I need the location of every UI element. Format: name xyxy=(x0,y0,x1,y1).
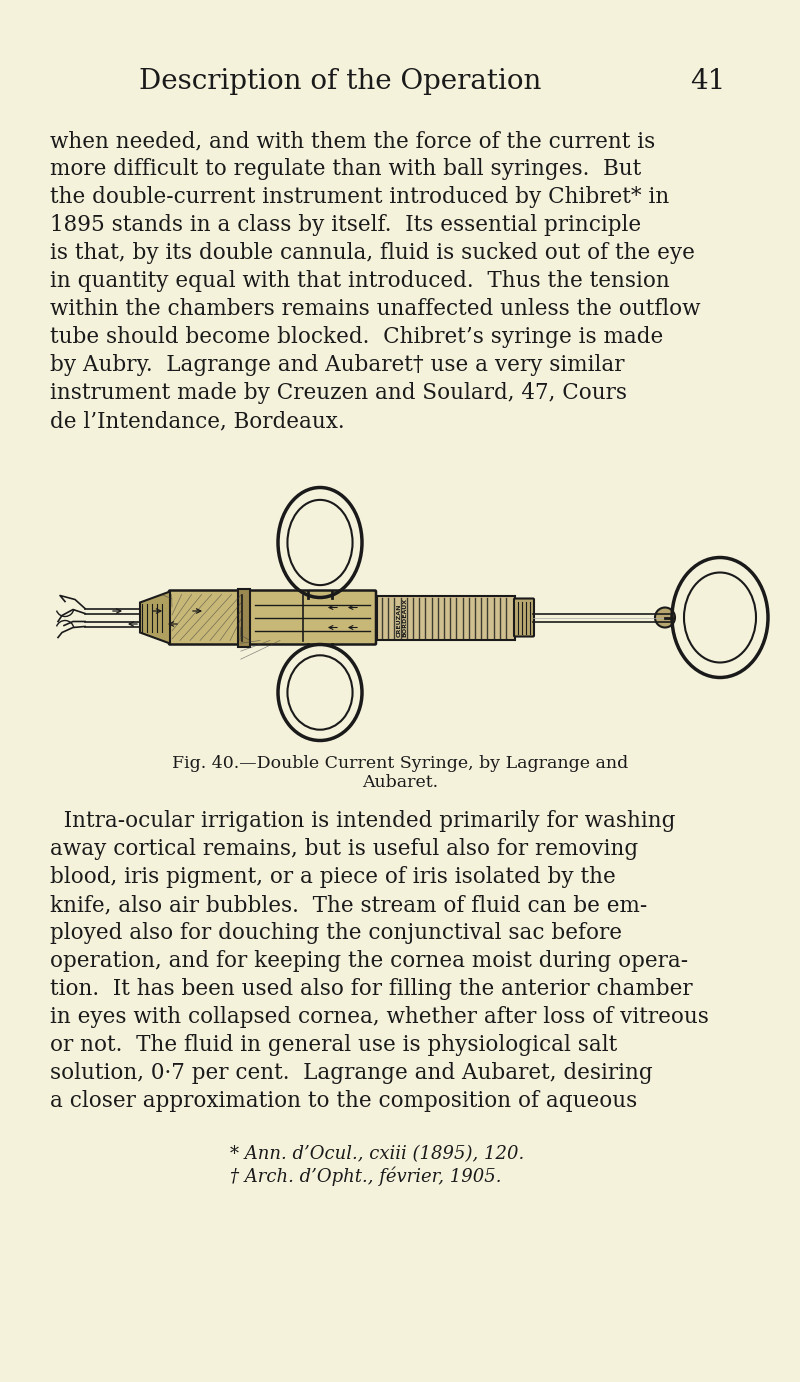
Text: in eyes with collapsed cornea, whether after loss of vitreous: in eyes with collapsed cornea, whether a… xyxy=(50,1006,709,1028)
FancyBboxPatch shape xyxy=(169,590,376,644)
Text: de l’Intendance, Bordeaux.: de l’Intendance, Bordeaux. xyxy=(50,410,345,433)
Text: * Ann. d’Ocul., cxiii (1895), 120.: * Ann. d’Ocul., cxiii (1895), 120. xyxy=(230,1146,524,1164)
Text: in quantity equal with that introduced.  Thus the tension: in quantity equal with that introduced. … xyxy=(50,269,670,292)
Text: the double-current instrument introduced by Chibret* in: the double-current instrument introduced… xyxy=(50,187,670,209)
Text: more difficult to regulate than with ball syringes.  But: more difficult to regulate than with bal… xyxy=(50,158,642,180)
Text: Intra-ocular irrigation is intended primarily for washing: Intra-ocular irrigation is intended prim… xyxy=(50,810,675,832)
Text: solution, 0·7 per cent.  Lagrange and Aubaret, desiring: solution, 0·7 per cent. Lagrange and Aub… xyxy=(50,1061,653,1083)
Text: when needed, and with them the force of the current is: when needed, and with them the force of … xyxy=(50,130,655,152)
Text: knife, also air bubbles.  The stream of fluid can be em-: knife, also air bubbles. The stream of f… xyxy=(50,894,647,916)
Text: CREUZAN
BORDEAUX: CREUZAN BORDEAUX xyxy=(397,598,408,637)
Text: is that, by its double cannula, fluid is sucked out of the eye: is that, by its double cannula, fluid is… xyxy=(50,242,695,264)
Polygon shape xyxy=(140,591,170,644)
Text: 41: 41 xyxy=(690,68,726,95)
Text: tube should become blocked.  Chibret’s syringe is made: tube should become blocked. Chibret’s sy… xyxy=(50,326,663,348)
Text: 1895 stands in a class by itself.  Its essential principle: 1895 stands in a class by itself. Its es… xyxy=(50,214,641,236)
Text: † Arch. d’Opht., février, 1905.: † Arch. d’Opht., février, 1905. xyxy=(230,1166,502,1187)
FancyBboxPatch shape xyxy=(514,598,534,637)
Text: a closer approximation to the composition of aqueous: a closer approximation to the compositio… xyxy=(50,1090,638,1113)
Text: away cortical remains, but is useful also for removing: away cortical remains, but is useful als… xyxy=(50,837,638,860)
Text: operation, and for keeping the cornea moist during opera-: operation, and for keeping the cornea mo… xyxy=(50,949,688,972)
Text: by Aubry.  Lagrange and Aubaret† use a very similar: by Aubry. Lagrange and Aubaret† use a ve… xyxy=(50,354,625,376)
Text: or not.  The fluid in general use is physiological salt: or not. The fluid in general use is phys… xyxy=(50,1034,618,1056)
Text: within the chambers remains unaffected unless the outflow: within the chambers remains unaffected u… xyxy=(50,299,701,321)
Circle shape xyxy=(655,608,675,627)
Text: blood, iris pigment, or a piece of iris isolated by the: blood, iris pigment, or a piece of iris … xyxy=(50,867,616,889)
Text: Fig. 40.—Double Current Syringe, by Lagrange and: Fig. 40.—Double Current Syringe, by Lagr… xyxy=(172,755,628,773)
Text: Aubaret.: Aubaret. xyxy=(362,774,438,791)
Text: ployed also for douching the conjunctival sac before: ployed also for douching the conjunctiva… xyxy=(50,922,622,944)
Bar xyxy=(377,596,515,640)
Text: Description of the Operation: Description of the Operation xyxy=(139,68,541,95)
Text: tion.  It has been used also for filling the anterior chamber: tion. It has been used also for filling … xyxy=(50,978,693,1001)
Bar xyxy=(238,589,250,647)
Text: instrument made by Creuzen and Soulard, 47, Cours: instrument made by Creuzen and Soulard, … xyxy=(50,381,627,404)
